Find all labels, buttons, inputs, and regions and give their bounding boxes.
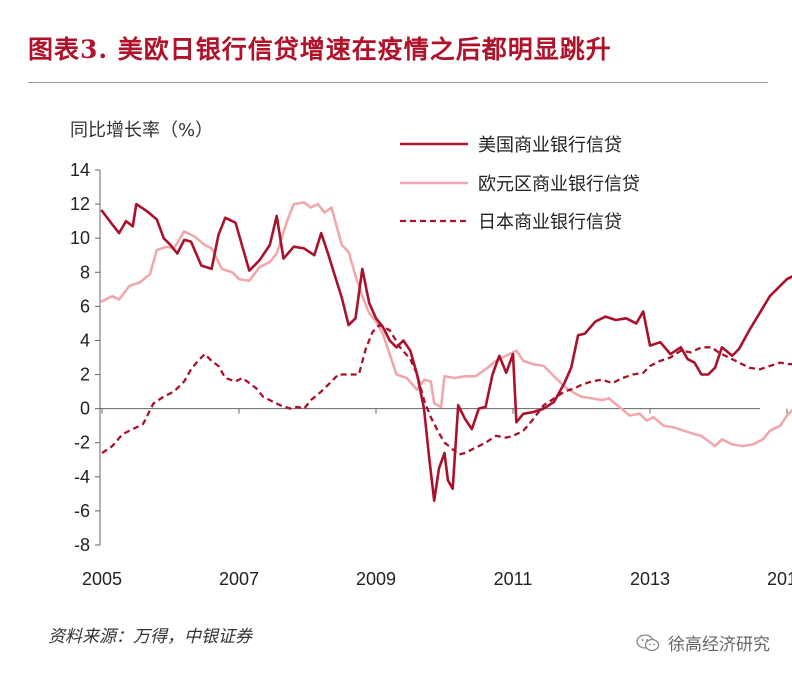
y-tick-label: 4 <box>80 330 90 350</box>
watermark-text: 徐高经济研究 <box>668 635 770 655</box>
chart-axes: -8 -6 -4 -2 0 2 4 6 8 10 12 14 2005 2007 2009 2011 2013 2… <box>70 160 792 589</box>
y-tick-label: -8 <box>74 535 90 555</box>
x-tick-label: 2007 <box>219 569 259 589</box>
y-tick-label: 8 <box>80 262 90 282</box>
legend-label-0: 美国商业银行信贷 <box>478 135 622 156</box>
y-tick-label: 10 <box>70 228 90 248</box>
title-divider <box>28 82 768 83</box>
y-tick-label: 2 <box>80 365 90 385</box>
source-note: 资料来源：万得，中银证券 <box>48 627 252 647</box>
x-tick-label: 2011 <box>494 569 533 589</box>
x-tick-label: 2013 <box>630 569 670 589</box>
series-line-2 <box>101 323 792 456</box>
series-line-0 <box>100 202 792 502</box>
y-tick-label: -6 <box>74 501 90 521</box>
legend-label-1: 欧元区商业银行信贷 <box>478 174 640 195</box>
figure-title: 图表3. 美欧日银行信贷增速在疫情之后都明显跳升 <box>28 35 612 64</box>
y-axis-unit-label: 同比增长率（%） <box>70 120 214 141</box>
watermark: 徐高经济研究 <box>636 630 770 655</box>
y-tick-label: 0 <box>80 399 90 419</box>
y-tick-label: 12 <box>70 194 90 214</box>
x-tick-label: 2015 <box>767 569 792 589</box>
y-tick-label: -4 <box>74 467 90 487</box>
y-tick-label: 14 <box>70 160 90 180</box>
x-tick-label: 2005 <box>82 569 122 589</box>
y-tick-label: 6 <box>80 296 90 316</box>
wechat-icon <box>636 633 660 651</box>
y-tick-label: -2 <box>74 433 90 453</box>
chart-series <box>100 201 792 502</box>
series-line-1 <box>100 201 792 448</box>
legend-label-2: 日本商业银行信贷 <box>478 212 622 233</box>
x-tick-label: 2009 <box>356 569 396 589</box>
